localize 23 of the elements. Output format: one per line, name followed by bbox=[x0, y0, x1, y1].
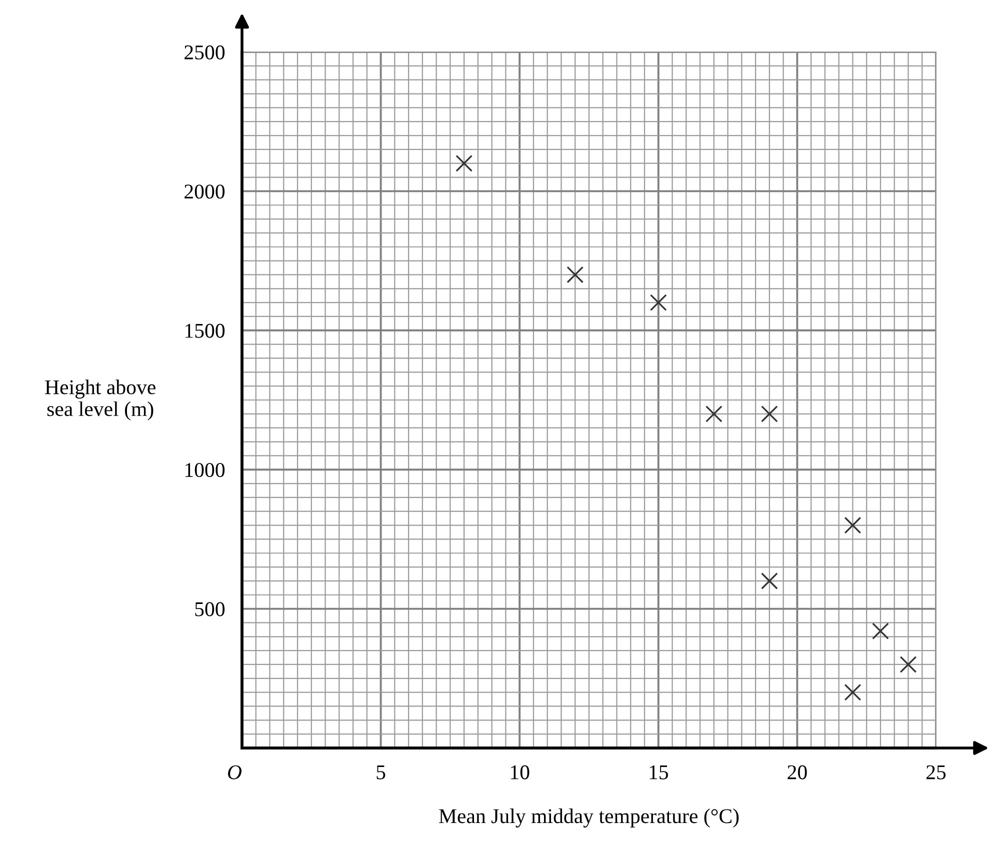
y-tick-label: 1000 bbox=[186, 462, 225, 478]
point bbox=[650, 294, 667, 312]
point bbox=[760, 572, 778, 590]
x-tick-label: 5 bbox=[376, 765, 386, 780]
point bbox=[872, 622, 889, 640]
y-axis-title: Height above sea level (m) bbox=[45, 380, 156, 420]
x-tick-label: 20 bbox=[788, 765, 807, 780]
point bbox=[900, 656, 917, 673]
point bbox=[566, 266, 584, 284]
point bbox=[760, 405, 778, 422]
point bbox=[705, 405, 722, 422]
y-tick-label: 500 bbox=[195, 602, 225, 616]
point bbox=[456, 154, 473, 172]
point bbox=[844, 516, 862, 534]
x-axis-title: Mean July midday temperature (°C) bbox=[439, 808, 739, 828]
y-tick-label: 2000 bbox=[184, 184, 225, 199]
x-tick-label: 10 bbox=[511, 765, 530, 780]
x-tick-label: O bbox=[228, 765, 242, 780]
point bbox=[844, 684, 862, 701]
x-tick-label: 25 bbox=[926, 765, 946, 780]
x-tick-label: 15 bbox=[650, 765, 668, 780]
y-tick-label: 1500 bbox=[186, 324, 225, 338]
y-tick-label: 2500 bbox=[184, 45, 225, 60]
